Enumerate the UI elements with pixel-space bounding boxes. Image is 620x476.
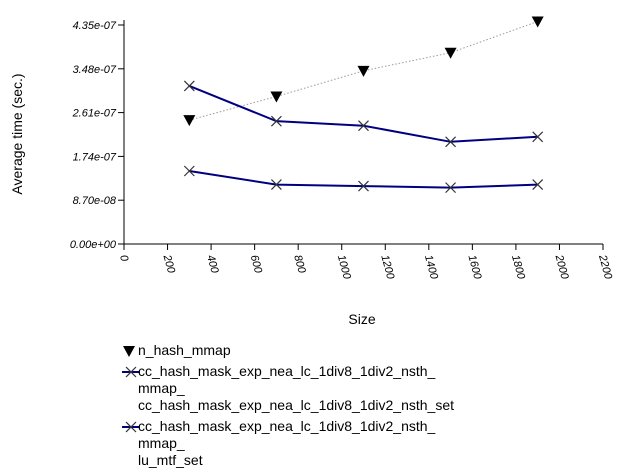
data-point [357, 65, 370, 77]
data-point [358, 180, 369, 192]
y-tick-label: 1.74e-07 [73, 151, 117, 163]
legend-label: n_hash_mmap [138, 342, 231, 358]
x-tick-label: 1600 [465, 254, 483, 282]
x-ticks: 0 200 400 600 800 1000 1200 1400 1600 1800 2000 220… [117, 244, 614, 281]
x-tick-label: 2200 [596, 253, 614, 282]
y-tick-label: 2.61e-07 [72, 108, 117, 120]
y-tick-label: 4.35e-07 [73, 20, 117, 32]
legend-label: cc_hash_mask_exp_nea_lc_1div8_1div2_nsth… [138, 397, 454, 413]
x-tick-label: 600 [248, 254, 265, 276]
series-1 [183, 16, 544, 127]
series-layer [183, 16, 544, 194]
x-tick-label: 800 [291, 254, 308, 276]
y-axis-label: Average time (sec.) [9, 73, 25, 194]
series-line [189, 21, 538, 121]
x-tick-label: 400 [204, 254, 221, 276]
data-point [532, 131, 544, 143]
x-axis-label: Size [348, 311, 375, 327]
series-2 [183, 80, 544, 148]
axes [123, 20, 603, 245]
data-point [531, 16, 544, 28]
data-point [358, 120, 369, 132]
legend-label: cc_hash_mask_exp_nea_lc_1div8_1div2_nsth… [138, 363, 436, 379]
legend-entry-1: n_hash_mmap [123, 342, 231, 358]
legend-entry-2: cc_hash_mask_exp_nea_lc_1div8_1div2_nsth… [122, 363, 454, 413]
y-tick-label: 8.70e-08 [73, 195, 117, 207]
y-tick-label: 0.00e+00 [70, 239, 117, 251]
legend: n_hash_mmap cc_hash_mask_exp_nea_lc_1div8… [122, 342, 454, 468]
data-point [445, 136, 457, 148]
series-line [188, 84, 538, 143]
legend-label: cc_hash_mask_exp_nea_lc_1div8_1div2_nsth… [138, 418, 436, 434]
legend-marker [125, 421, 137, 433]
x-tick-label: 1800 [509, 254, 527, 282]
legend-label: lu_mtf_set [138, 452, 203, 468]
legend-entry-3: cc_hash_mask_exp_nea_lc_1div8_1div2_nsth… [122, 418, 436, 468]
data-point [444, 47, 457, 59]
data-point [183, 115, 196, 127]
x-tick-label: 2000 [552, 253, 570, 282]
x-tick-label: 1000 [335, 254, 353, 282]
legend-label: mmap_ [138, 435, 185, 451]
legend-marker [125, 366, 137, 378]
data-point [183, 80, 195, 92]
series-line [189, 170, 538, 189]
data-point [532, 179, 544, 191]
data-point [270, 91, 283, 103]
legend-label: mmap_ [138, 380, 185, 396]
data-point [270, 179, 282, 191]
legend-marker [123, 346, 135, 357]
x-tick-label: 1200 [378, 254, 396, 282]
data-point [183, 165, 195, 177]
y-ticks: 0.00e+00 8.70e-08 1.74e-07 2.61e-07 3.48e-07… [70, 20, 124, 251]
series-3 [183, 165, 544, 194]
x-tick-label: 0 [117, 254, 130, 264]
data-point [270, 115, 282, 127]
y-tick-label: 3.48e-07 [73, 64, 117, 76]
x-tick-label: 200 [160, 253, 177, 276]
x-tick-label: 1400 [422, 254, 440, 282]
data-point [445, 182, 457, 194]
